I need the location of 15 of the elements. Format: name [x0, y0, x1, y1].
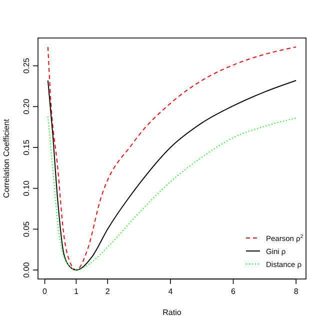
x-tick-label: 1: [74, 287, 79, 296]
x-tick-label: 8: [294, 287, 299, 296]
x-tick-label: 4: [168, 287, 174, 296]
x-tick-label: 0: [42, 287, 48, 296]
x-axis-title: Ratio: [162, 308, 182, 317]
y-tick-label: 0.00: [22, 262, 31, 278]
y-tick-label: 0.05: [22, 220, 31, 237]
x-tick-label: 6: [231, 287, 236, 296]
y-axis-title: Correlation Coefficient: [2, 118, 11, 198]
y-tick-label: 0.15: [22, 139, 31, 156]
x-tick-label: 2: [105, 287, 110, 296]
y-tick-label: 0.25: [22, 57, 31, 74]
y-tick-label: 0.10: [22, 180, 31, 196]
y-tick-label: 0.20: [22, 98, 31, 114]
line-series: [47, 116, 297, 271]
